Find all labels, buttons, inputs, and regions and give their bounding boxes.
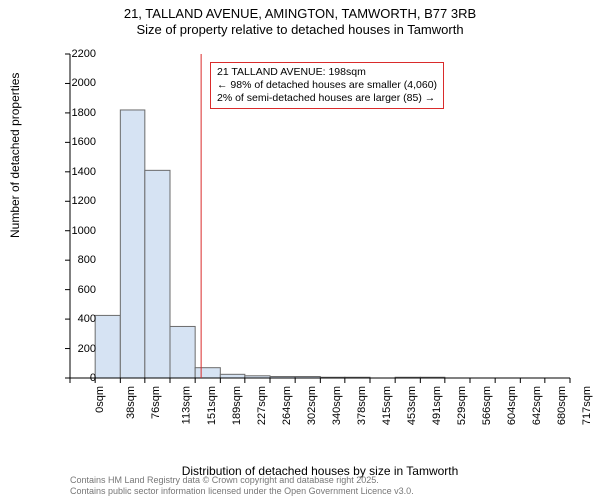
y-tick-label: 1400 — [72, 166, 96, 178]
title-line-1: 21, TALLAND AVENUE, AMINGTON, TAMWORTH, … — [0, 6, 600, 22]
chart-container: 21, TALLAND AVENUE, AMINGTON, TAMWORTH, … — [0, 0, 600, 500]
x-tick-label: 302sqm — [306, 386, 318, 425]
x-tick-label: 491sqm — [431, 386, 443, 425]
annotation-box: 21 TALLAND AVENUE: 198sqm ← 98% of detac… — [210, 62, 444, 109]
annotation-line-1: 21 TALLAND AVENUE: 198sqm — [217, 66, 437, 79]
x-tick-label: 529sqm — [456, 386, 468, 425]
x-tick-label: 415sqm — [381, 386, 393, 425]
x-tick-label: 604sqm — [506, 386, 518, 425]
y-tick-label: 2200 — [72, 48, 96, 60]
y-tick-label: 1600 — [72, 136, 96, 148]
x-tick-label: 340sqm — [331, 386, 343, 425]
x-tick-label: 717sqm — [581, 386, 593, 425]
annotation-line-3: 2% of semi-detached houses are larger (8… — [217, 92, 437, 105]
x-tick-label: 680sqm — [556, 386, 568, 425]
y-tick-label: 1000 — [72, 225, 96, 237]
x-tick-label: 453sqm — [406, 386, 418, 425]
y-tick-label: 200 — [78, 343, 96, 355]
title-line-2: Size of property relative to detached ho… — [0, 22, 600, 38]
y-tick-label: 600 — [78, 284, 96, 296]
x-tick-label: 264sqm — [281, 386, 293, 425]
footer-attribution: Contains HM Land Registry data © Crown c… — [70, 475, 414, 496]
y-tick-label: 0 — [90, 372, 96, 384]
x-tick-label: 38sqm — [125, 386, 137, 419]
x-tick-label: 227sqm — [256, 386, 268, 425]
x-tick-label: 642sqm — [531, 386, 543, 425]
x-tick-label: 189sqm — [231, 386, 243, 425]
x-tick-label: 378sqm — [356, 386, 368, 425]
x-tick-label: 151sqm — [206, 386, 218, 425]
footer-line-2: Contains public sector information licen… — [70, 486, 414, 496]
annotation-line-2: ← 98% of detached houses are smaller (4,… — [217, 79, 437, 92]
title-block: 21, TALLAND AVENUE, AMINGTON, TAMWORTH, … — [0, 0, 600, 37]
y-tick-label: 400 — [78, 313, 96, 325]
y-tick-label: 800 — [78, 254, 96, 266]
x-tick-label: 76sqm — [150, 386, 162, 419]
y-axis-label: Number of detached properties — [8, 73, 22, 238]
y-tick-label: 1800 — [72, 107, 96, 119]
y-tick-label: 1200 — [72, 195, 96, 207]
plot-area: 21 TALLAND AVENUE: 198sqm ← 98% of detac… — [70, 48, 570, 428]
x-tick-label: 566sqm — [481, 386, 493, 425]
y-tick-label: 2000 — [72, 77, 96, 89]
x-tick-label: 113sqm — [180, 386, 192, 424]
x-tick-label: 0sqm — [94, 386, 106, 413]
footer-line-1: Contains HM Land Registry data © Crown c… — [70, 475, 414, 485]
